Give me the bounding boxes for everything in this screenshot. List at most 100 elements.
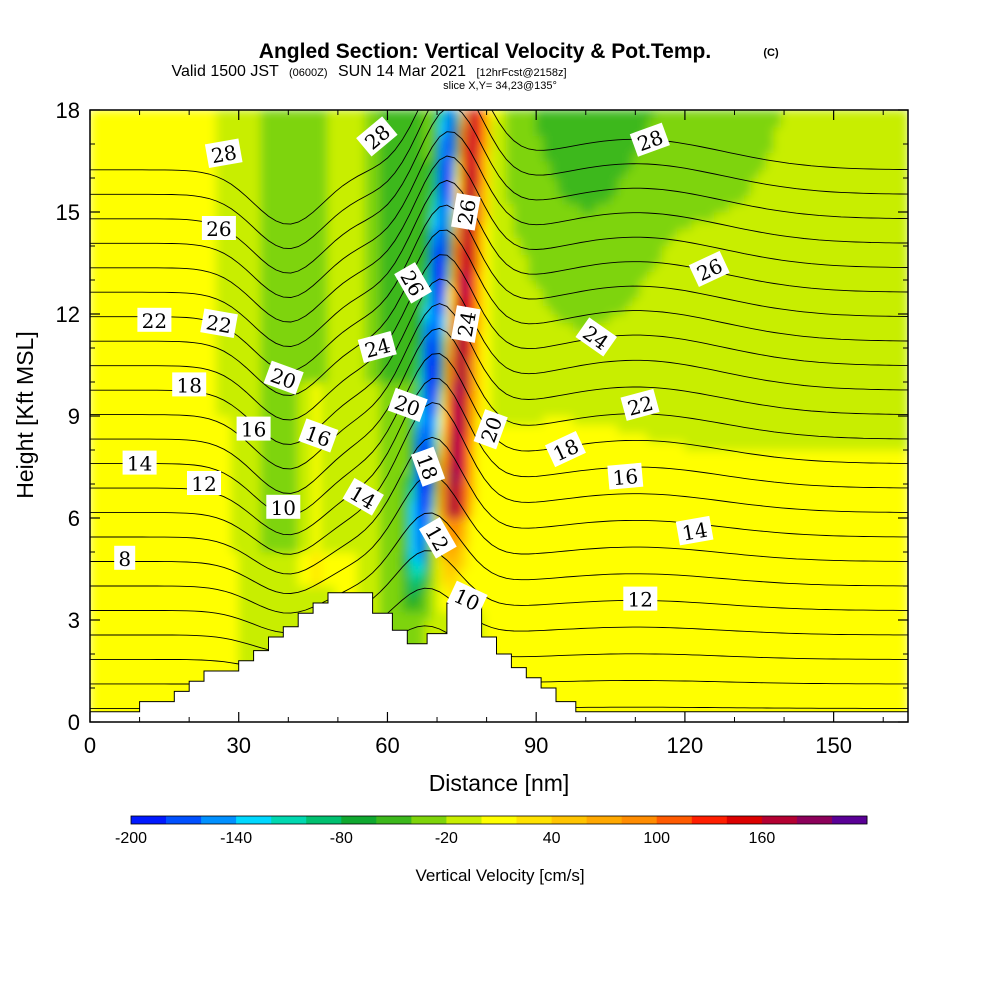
contour-label-box <box>544 431 586 468</box>
colorbar-swatch <box>131 816 167 824</box>
contour-label-box <box>451 193 481 231</box>
contour-label-box <box>137 307 172 332</box>
axes: 0 30 60 90 120 150 0 3 6 9 12 15 18 <box>56 98 908 758</box>
contour-label-box <box>187 471 221 495</box>
y-tick-label: 18 <box>56 98 80 123</box>
colorbar-swatch <box>621 816 658 824</box>
contour-label-box <box>200 308 238 338</box>
contour-label-box <box>342 477 384 516</box>
slice-info: slice X,Y= 34,23@135° <box>443 80 557 92</box>
valid-time: Valid 1500 JST <box>171 63 279 80</box>
contour-label: 16 <box>607 462 644 490</box>
contour-label-text: 16 <box>241 418 266 442</box>
contour-label: 28 <box>629 122 670 157</box>
theta-contour-line <box>90 550 908 634</box>
theta-contour-line <box>90 474 908 594</box>
contour-label-box <box>356 116 398 157</box>
colorbar-swatch <box>796 816 833 824</box>
contour-label-text: 22 <box>204 310 233 338</box>
y-tick-label: 15 <box>56 200 80 225</box>
theta-contour-line <box>90 110 908 225</box>
chart-title: Angled Section: Vertical Velocity & Pot.… <box>259 40 711 63</box>
colorbar-swatch <box>411 816 447 824</box>
contour-label-box <box>204 138 243 168</box>
colorbar-swatch <box>761 816 798 824</box>
colorbar-swatch <box>341 816 377 824</box>
contour-label-box <box>446 580 488 617</box>
contour-label-text: 10 <box>271 496 296 520</box>
colorbar-label: Vertical Velocity [cm/s] <box>415 866 584 885</box>
contour-label-box <box>675 515 714 546</box>
theta-contour-line <box>90 402 908 555</box>
colorbar-swatch <box>271 816 307 824</box>
colorbar-frame <box>130 815 868 825</box>
colorbar-tick-label: 40 <box>543 830 561 847</box>
contour-label-box <box>623 586 658 611</box>
contour-label: 12 <box>623 586 658 612</box>
theta-contour-line <box>90 303 908 470</box>
colorbar-swatch <box>306 816 342 824</box>
contour-label: 10 <box>266 494 301 520</box>
colorbar-swatch <box>446 816 482 824</box>
contour-label-box <box>451 305 481 343</box>
theta-contour-line <box>90 229 908 396</box>
theta-contour-line <box>90 179 908 347</box>
contour-label-text: 14 <box>127 452 152 476</box>
contour-label: 8 <box>114 545 136 571</box>
contour-label-box <box>607 462 644 490</box>
contour-label-text: 24 <box>453 310 481 339</box>
x-axis-label: Distance [nm] <box>429 770 570 796</box>
contour-label-text: 14 <box>680 518 709 546</box>
colorbar-swatch <box>516 816 552 824</box>
contour-label-box <box>575 317 618 357</box>
forecast-info: [12hrFcst@2158z] <box>476 67 566 79</box>
y-tick-label: 12 <box>56 302 80 327</box>
contour-label-text: 12 <box>628 588 653 612</box>
colorbar-tick-label: 160 <box>749 830 776 847</box>
contour-label-box <box>122 450 157 475</box>
contour-label-text: 8 <box>118 547 131 571</box>
x-tick-label: 150 <box>815 733 852 758</box>
theta-contour-line <box>90 512 908 614</box>
y-tick-label: 6 <box>68 506 80 531</box>
colorbar-tick-label: -140 <box>220 830 252 847</box>
theta-contour-line <box>90 278 908 445</box>
contour-label-text: 26 <box>206 217 231 241</box>
contour-label: 22 <box>200 308 238 338</box>
chart-subtitle: Valid 1500 JST (0600Z) SUN 14 Mar 2021 [… <box>171 63 566 80</box>
contour-label: 26 <box>451 193 481 231</box>
contour-label-text: 16 <box>612 464 639 490</box>
theta-contour-line <box>90 353 908 516</box>
contour-label-text: 18 <box>176 373 201 397</box>
y-tick-label: 9 <box>68 404 80 429</box>
contour-label-box <box>688 250 730 287</box>
contour-label-box <box>172 372 207 397</box>
colorbar-swatch <box>586 816 623 824</box>
theta-contour-line <box>90 587 908 653</box>
contour-label: 14 <box>122 450 157 476</box>
contour-label: 24 <box>451 305 481 343</box>
colorbar-swatch <box>201 816 237 824</box>
contour-label-box <box>394 262 432 304</box>
colorbar-tick-label: 100 <box>643 830 670 847</box>
contour-label-box <box>236 416 271 441</box>
contour-label: 12 <box>187 471 221 496</box>
contour-label-box <box>357 331 397 364</box>
theta-contour-line <box>90 131 908 298</box>
y-tick-label: 3 <box>68 608 80 633</box>
contour-label-box <box>114 545 136 570</box>
contour-label-text: 12 <box>191 472 216 496</box>
colorbar-swatch <box>551 816 588 824</box>
contour-label: 22 <box>137 307 172 333</box>
x-tick-label: 0 <box>84 733 96 758</box>
y-tick-label: 0 <box>68 710 80 735</box>
contour-label: 10 <box>446 580 488 617</box>
chart-title-mark: (C) <box>763 47 779 59</box>
colorbar-swatch <box>832 816 868 824</box>
theta-contour-line <box>90 110 908 250</box>
colorbar-tick-label: -20 <box>435 830 458 847</box>
contour-label-box <box>410 446 446 487</box>
valid-date: SUN 14 Mar 2021 <box>338 63 466 80</box>
colorbar-swatch <box>481 816 517 824</box>
